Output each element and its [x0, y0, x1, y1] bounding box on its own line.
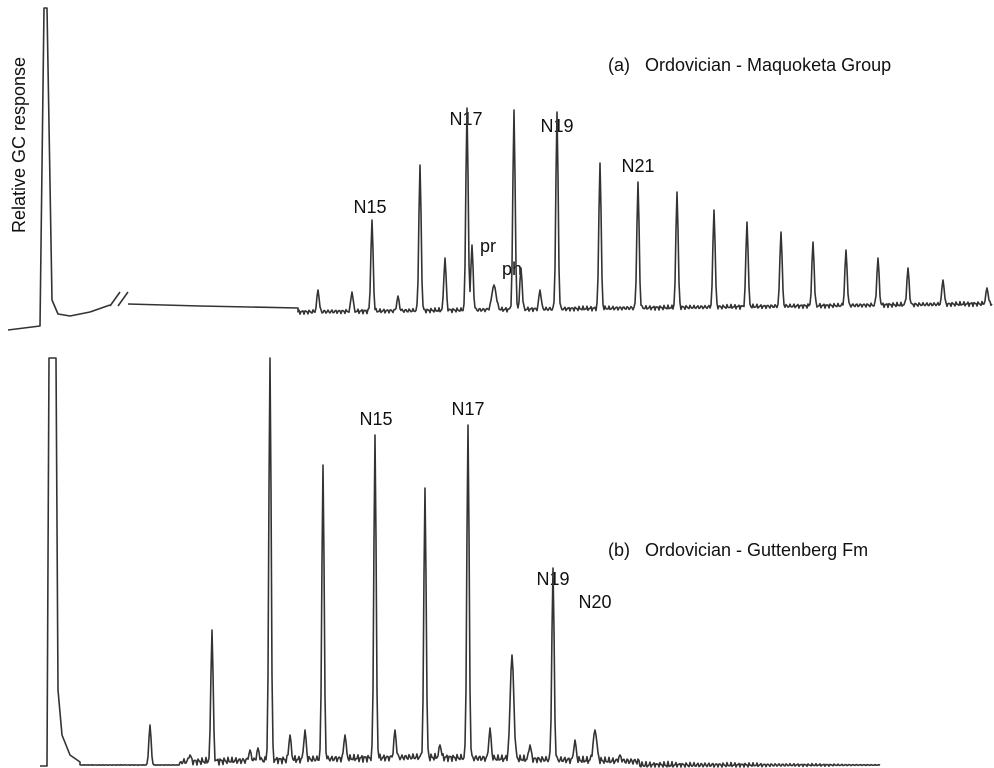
peak-label: pr [480, 236, 496, 256]
panel-title: Ordovician - Guttenberg Fm [645, 540, 868, 560]
peak-label: N15 [359, 409, 392, 429]
panel-label: (b) [608, 540, 630, 560]
panel-title: Ordovician - Maquoketa Group [645, 55, 891, 75]
peak-label: N21 [621, 156, 654, 176]
peak-label: N17 [451, 399, 484, 419]
peak-label: N17 [449, 109, 482, 129]
axis-break [109, 291, 129, 307]
y-axis-label: Relative GC response [9, 57, 29, 233]
panel-label: (a) [608, 55, 630, 75]
peak-label: N20 [578, 592, 611, 612]
trace-b [40, 357, 881, 768]
trace-a [7, 7, 993, 331]
peak-label: N15 [353, 197, 386, 217]
